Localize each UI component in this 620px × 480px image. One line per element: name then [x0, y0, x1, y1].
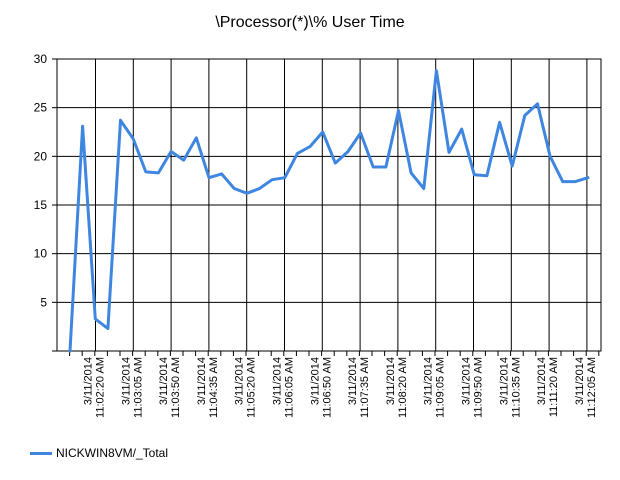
- x-tick-time: 11:11:20 AM: [548, 357, 560, 417]
- x-tick-date: 3/11/2014: [234, 357, 246, 405]
- chart-title: \Processor(*)\% User Time: [215, 14, 405, 31]
- x-tick-time: 11:07:35 AM: [359, 357, 371, 418]
- x-tick-time: 11:08:20 AM: [397, 357, 409, 418]
- x-tick-label: 3/11/2014 11:07:35 AM: [347, 357, 371, 418]
- x-tick-date: 3/11/2014: [461, 357, 473, 405]
- x-tick-label: 3/11/2014 11:12:05 AM: [574, 357, 598, 418]
- x-tick-label: 3/11/2014 11:03:50 AM: [158, 357, 182, 418]
- legend: NICKWIN8VM/_Total: [30, 446, 168, 460]
- x-tick-time: 11:04:35 AM: [208, 357, 220, 418]
- x-tick-date: 3/11/2014: [347, 357, 359, 405]
- x-tick-time: 11:09:50 AM: [473, 357, 485, 418]
- x-tick-label: 3/11/2014 11:09:50 AM: [461, 357, 485, 418]
- y-tick-label: 10: [34, 247, 48, 261]
- x-tick-date: 3/11/2014: [83, 357, 95, 405]
- x-tick-date: 3/11/2014: [272, 357, 284, 405]
- x-tick-date: 3/11/2014: [498, 357, 510, 405]
- y-tick-label: 30: [34, 52, 48, 66]
- x-tick-time: 11:06:05 AM: [284, 357, 296, 418]
- legend-swatch: [30, 451, 52, 455]
- legend-label: NICKWIN8VM/_Total: [56, 446, 169, 460]
- x-tick-time: 11:05:20 AM: [246, 357, 258, 418]
- x-tick-time: 11:09:05 AM: [435, 357, 447, 418]
- x-tick-time: 11:10:35 AM: [510, 357, 522, 418]
- x-tick-date: 3/11/2014: [309, 357, 321, 405]
- x-tick-label: 3/11/2014 11:06:50 AM: [309, 357, 333, 418]
- x-tick-label: 3/11/2014 11:04:35 AM: [196, 357, 220, 418]
- x-tick-date: 3/11/2014: [120, 357, 132, 405]
- x-tick-date: 3/11/2014: [385, 357, 397, 405]
- x-tick-label: 3/11/2014 11:05:20 AM: [234, 357, 258, 418]
- x-tick-date: 3/11/2014: [196, 357, 208, 405]
- x-tick-date: 3/11/2014: [536, 357, 548, 405]
- y-tick-label: 5: [40, 295, 47, 309]
- x-tick-date: 3/11/2014: [574, 357, 586, 405]
- x-tick-date: 3/11/2014: [158, 357, 170, 405]
- x-tick-label: 3/11/2014 11:11:20 AM: [536, 357, 560, 417]
- x-tick-date: 3/11/2014: [423, 357, 435, 405]
- x-tick-time: 11:02:20 AM: [95, 357, 107, 418]
- x-tick-time: 11:06:50 AM: [321, 357, 333, 418]
- series-line: [68, 69, 590, 353]
- y-tick-label: 15: [34, 198, 48, 212]
- plot-border: [56, 58, 602, 352]
- y-tick-label: 20: [34, 149, 48, 163]
- x-tick-label: 3/11/2014 11:08:20 AM: [385, 357, 409, 418]
- y-tick-label: 25: [34, 101, 48, 115]
- x-tick-label: 3/11/2014 11:02:20 AM: [83, 357, 107, 418]
- x-tick-time: 11:12:05 AM: [586, 357, 598, 418]
- x-tick-time: 11:03:05 AM: [132, 357, 144, 418]
- x-tick-time: 11:03:50 AM: [170, 357, 182, 418]
- x-tick-label: 3/11/2014 11:09:05 AM: [423, 357, 447, 418]
- x-tick-label: 3/11/2014 11:03:05 AM: [120, 357, 144, 418]
- x-tick-label: 3/11/2014 11:10:35 AM: [498, 357, 522, 418]
- x-tick-label: 3/11/2014 11:06:05 AM: [272, 357, 296, 418]
